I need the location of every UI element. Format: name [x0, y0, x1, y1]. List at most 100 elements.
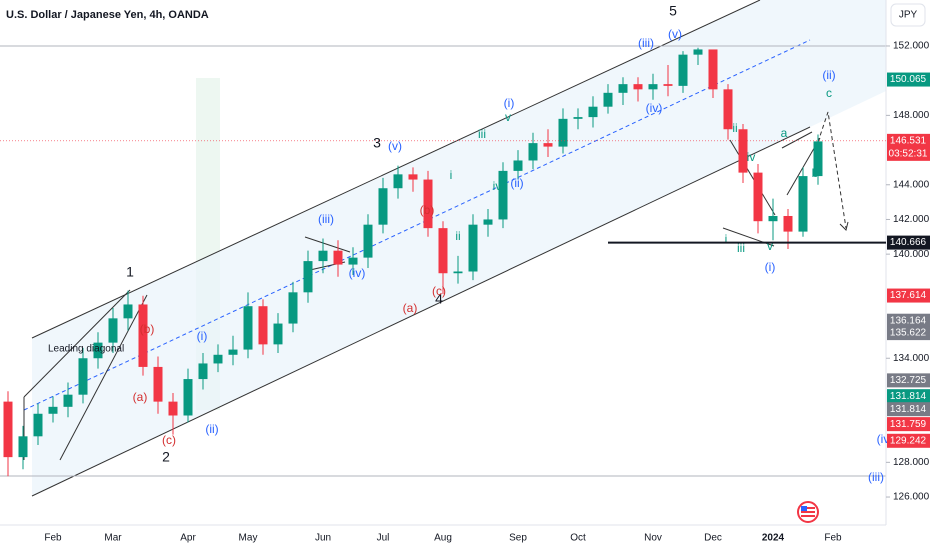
candle-body: [738, 129, 748, 173]
projection-arrow: [839, 221, 849, 231]
candle-body: [48, 406, 58, 414]
channel-lower: [31, 126, 811, 497]
x-tick-label: Mar: [104, 533, 122, 544]
candle-body: [393, 174, 403, 189]
wave-label: ii: [455, 229, 460, 243]
wave-label: (c): [162, 433, 176, 447]
wave-label: (v): [388, 139, 402, 153]
projection: [817, 111, 847, 229]
candle-body: [123, 304, 133, 319]
candle-body: [333, 250, 343, 265]
candle-body: [528, 143, 538, 161]
y-tick-label: 128.000: [893, 457, 930, 468]
candle-body: [168, 401, 178, 416]
candle-body: [243, 306, 253, 350]
diagonal-line: [23, 289, 131, 398]
candle-body: [108, 318, 118, 343]
price-label-box: [887, 402, 930, 417]
wave-label: i: [450, 168, 453, 182]
wave-label: (iii): [318, 212, 334, 226]
candle-body: [723, 89, 733, 130]
triangle-line: [304, 236, 351, 253]
candle-body: [288, 292, 298, 324]
x-tick-label: 2024: [762, 533, 785, 544]
y-tick-label: 140.000: [893, 249, 930, 260]
candle-body: [303, 261, 313, 293]
triangle-line: [781, 131, 813, 149]
candle-body: [618, 84, 628, 93]
price-label-box: [887, 433, 930, 448]
candle-body: [708, 49, 718, 90]
candle-body: [318, 250, 328, 262]
wave-label: a: [781, 126, 788, 140]
wave-label: (iv): [349, 266, 366, 280]
candle-body: [3, 401, 13, 458]
wave-label: (a): [133, 390, 148, 404]
price-label: 140.666: [890, 237, 927, 248]
candle-body: [18, 436, 28, 458]
wave-label: v: [505, 110, 511, 124]
price-label: 132.725: [890, 375, 927, 386]
wave-label: i: [725, 232, 728, 246]
wave-label: 3: [373, 135, 381, 151]
candles: [3, 47, 823, 477]
y-tick-label: 152.000: [893, 41, 930, 52]
price-label-box: [887, 417, 930, 432]
candle-body: [213, 354, 223, 364]
price-label-box: [887, 313, 930, 328]
price-label-box: [887, 72, 930, 87]
x-tick-label: Feb: [44, 533, 62, 544]
price-label-box: [887, 326, 930, 341]
candle-body: [753, 172, 763, 222]
candle-body: [183, 379, 193, 416]
candle-body: [33, 413, 43, 437]
candle-body: [273, 323, 283, 345]
channel-fill: [32, 0, 886, 496]
wave-label: iii: [737, 241, 745, 255]
candle-body: [558, 118, 568, 147]
candle-body: [783, 215, 793, 232]
currency[interactable]: JPY: [899, 10, 918, 21]
wave-label: (v): [668, 27, 682, 41]
candle-body: [603, 92, 613, 107]
price-label: 136.164: [890, 315, 927, 326]
chart-title: U.S. Dollar / Japanese Yen, 4h, OANDA: [6, 9, 209, 21]
currency-box[interactable]: [890, 3, 926, 27]
candle-body: [228, 349, 238, 355]
x-tick-label: Oct: [570, 533, 586, 544]
price-axis: 152.000 148.000 144.000 142.000 140.000 134.0…: [886, 41, 930, 503]
wave-label: iv: [747, 150, 756, 164]
wave-label: iii: [478, 127, 486, 141]
candle-body: [573, 117, 583, 119]
flag-icon[interactable]: [797, 501, 819, 523]
candle-body: [543, 143, 553, 147]
wave-label: iv: [493, 179, 502, 193]
candle-body: [483, 219, 493, 225]
x-tick-label: Sep: [509, 533, 527, 544]
candle-body: [468, 224, 478, 272]
candle-body: [438, 228, 448, 274]
price-label-box: [887, 235, 930, 250]
countdown: 03:52:31: [889, 148, 928, 159]
x-tick-label: Jul: [377, 533, 390, 544]
candle-body: [78, 358, 88, 395]
wave-label: (a): [403, 301, 418, 315]
wave-label: 4: [435, 291, 443, 307]
wave-label: (iii): [638, 36, 654, 50]
price-label: 131.814: [890, 391, 927, 402]
candle-body: [768, 215, 778, 222]
candle-body: [513, 160, 523, 171]
price-label: 131.759: [890, 419, 927, 430]
y-tick-label: 126.000: [893, 492, 930, 503]
price-label-box: [887, 133, 930, 161]
wave-label: c: [826, 86, 832, 100]
y-tick-label: 134.000: [893, 353, 930, 364]
y-tick-label: 142.000: [893, 214, 930, 225]
price-label: 150.065: [890, 74, 927, 85]
x-tick-label: May: [239, 533, 258, 544]
wave-label: v: [767, 239, 773, 253]
candle-body: [663, 84, 673, 86]
x-tick-label: Jun: [315, 533, 331, 544]
wave-label: (i): [197, 329, 208, 343]
